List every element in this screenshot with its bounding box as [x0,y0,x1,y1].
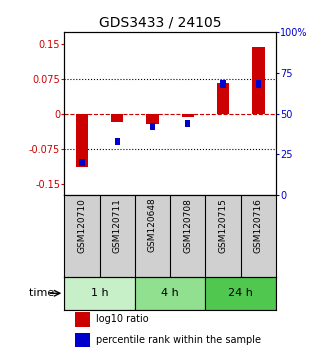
Text: GDS3433 / 24105: GDS3433 / 24105 [99,16,222,30]
Text: log10 ratio: log10 ratio [96,314,149,324]
Text: GSM120715: GSM120715 [219,198,228,252]
Bar [115,138,120,145]
Bar [150,123,155,130]
Bar [76,114,88,167]
Bar [256,80,261,88]
Bar [79,159,84,166]
Bar [252,47,265,114]
Text: time: time [29,288,58,298]
Text: GSM120710: GSM120710 [77,198,86,252]
Bar [75,333,90,347]
Bar [185,120,190,127]
Text: 4 h: 4 h [161,288,179,298]
Text: GSM120708: GSM120708 [183,198,192,252]
Text: GSM120711: GSM120711 [113,198,122,252]
Text: percentile rank within the sample: percentile rank within the sample [96,335,261,345]
Text: 1 h: 1 h [91,288,108,298]
Text: 24 h: 24 h [228,288,253,298]
Bar [146,114,159,124]
Bar [64,277,135,310]
Bar [182,114,194,117]
Text: GSM120716: GSM120716 [254,198,263,252]
Bar [205,277,276,310]
Bar [221,80,226,88]
Bar [111,114,123,122]
Bar [135,277,205,310]
Bar [217,83,229,114]
Bar [75,313,90,327]
Text: GSM120648: GSM120648 [148,198,157,252]
